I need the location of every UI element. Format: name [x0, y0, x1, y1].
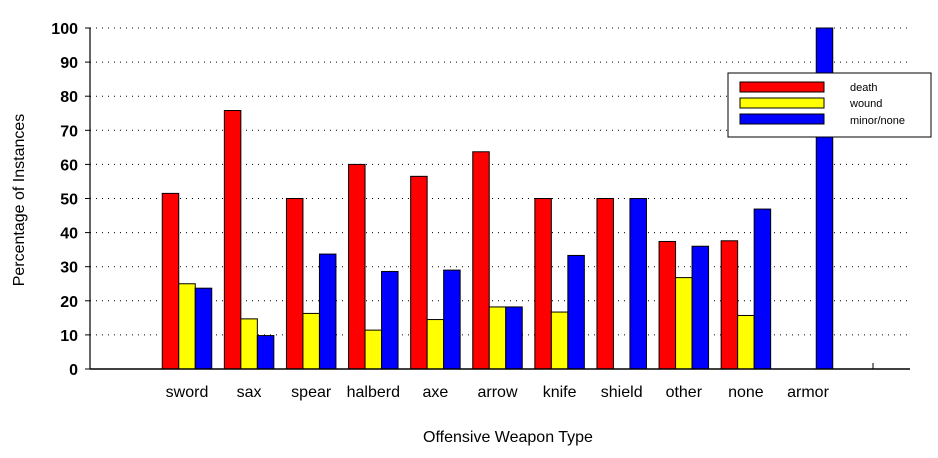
x-tick-label-spear: spear	[291, 384, 332, 401]
bar-wound-spear	[302, 312, 320, 370]
y-tick-label: 80	[60, 89, 78, 106]
y-tick-label: 20	[60, 294, 78, 311]
bar-minor-none-axe	[443, 269, 461, 370]
legend-swatch-wound	[739, 97, 825, 109]
bar-wound-halberd	[364, 329, 383, 370]
legend-swatch-death	[739, 81, 825, 93]
bar-death-knife	[534, 198, 552, 370]
y-tick-label: 100	[51, 21, 78, 38]
bar-wound-sax	[240, 318, 258, 370]
legend-swatch-minor-none	[739, 113, 825, 125]
bar-death-sax	[223, 110, 242, 370]
y-tick-label: 60	[60, 157, 78, 174]
x-tick-label-armor: armor	[787, 384, 829, 401]
x-tick-label-sword: sword	[166, 384, 209, 401]
y-tick-label: 40	[60, 226, 78, 243]
bar-death-none	[720, 240, 739, 370]
x-tick-labels: sword sax spear halberd axe arrow knife shield o…	[166, 384, 830, 401]
x-tick-label-none: none	[728, 384, 764, 401]
bar-wound-arrow	[488, 306, 507, 370]
bar-wound-knife	[550, 311, 569, 370]
y-axis-title: Percentage of Instances	[11, 114, 28, 287]
bar-death-axe	[410, 175, 428, 370]
legend: death wound minor/none	[727, 72, 932, 138]
bar-wound-other	[675, 277, 693, 370]
x-tick-label-knife: knife	[543, 384, 577, 401]
y-tick-labels: 0 10 20 30 40 50 60 70 80 90 100	[51, 21, 78, 379]
x-axis-title: Offensive Weapon Type	[423, 429, 593, 446]
y-tick-label: 70	[60, 123, 78, 140]
x-tick-label-sax: sax	[237, 384, 262, 401]
bar-death-sword	[161, 192, 180, 370]
x-tick-label-axe: axe	[423, 384, 449, 401]
bar-minor-none-sax	[256, 335, 275, 370]
x-tick-label-shield: shield	[601, 384, 643, 401]
legend-label-wound: wound	[849, 98, 882, 110]
bar-minor-none-halberd	[381, 270, 399, 370]
y-tick-label: 50	[60, 192, 78, 209]
x-tick-label-arrow: arrow	[477, 384, 517, 401]
bar-minor-none-none	[753, 208, 772, 370]
bar-death-shield	[596, 198, 614, 370]
legend-label-death: death	[850, 82, 878, 94]
axes	[85, 27, 910, 370]
bar-minor-none-shield	[629, 198, 647, 370]
x-tick-label-halberd: halberd	[347, 384, 400, 401]
bar-minor-none-spear	[318, 253, 337, 370]
y-tick-label: 0	[69, 362, 78, 379]
bar-wound-axe	[426, 319, 445, 370]
y-tick-label: 10	[60, 328, 78, 345]
y-tick-label: 30	[60, 260, 78, 277]
bar-minor-none-knife	[567, 254, 585, 370]
bar-death-arrow	[472, 151, 490, 370]
bar-wound-none	[737, 314, 755, 370]
legend-label-minor-none: minor/none	[850, 115, 905, 127]
bar-death-halberd	[348, 163, 366, 370]
bar-wound-sword	[178, 283, 196, 370]
bar-death-other	[658, 240, 677, 370]
bar-minor-none-arrow	[505, 306, 523, 370]
y-tick-label: 90	[60, 55, 78, 72]
bar-minor-none-other	[691, 245, 710, 370]
bar-death-spear	[285, 198, 304, 370]
bar-minor-none-sword	[194, 287, 213, 370]
x-tick-label-other: other	[666, 384, 703, 401]
